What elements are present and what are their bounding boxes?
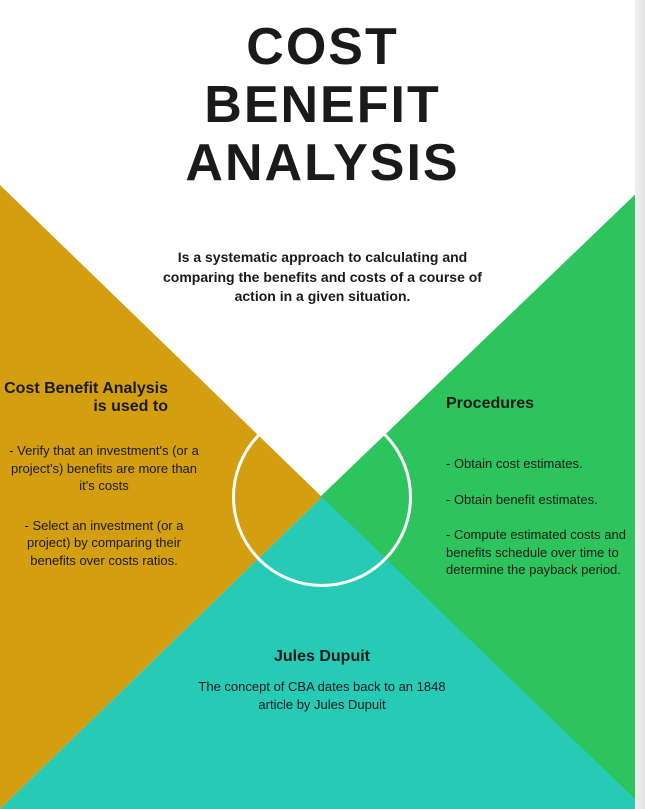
right-item-3: - Compute estimated costs and benefits s… xyxy=(446,526,626,579)
subtitle-text: Is a systematic approach to calculating … xyxy=(160,248,485,307)
bottom-text: The concept of CBA dates back to an 1848… xyxy=(192,678,452,713)
right-section: Procedures - Obtain cost estimates. - Ob… xyxy=(446,395,626,597)
right-heading: Procedures xyxy=(446,395,626,413)
title-line-1: COST xyxy=(0,18,645,76)
left-item-1: - Verify that an investment's (or a proj… xyxy=(4,442,204,495)
page-title: COST BENEFIT ANALYSIS xyxy=(0,18,645,193)
title-line-3: ANALYSIS xyxy=(0,134,645,192)
right-item-1: - Obtain cost estimates. xyxy=(446,455,626,473)
bottom-section: Jules Dupuit The concept of CBA dates ba… xyxy=(192,648,452,713)
bottom-heading: Jules Dupuit xyxy=(192,648,452,666)
left-item-2: - Select an investment (or a project) by… xyxy=(4,517,204,570)
left-heading: Cost Benefit Analysis is used to xyxy=(4,380,204,416)
center-ring xyxy=(232,407,412,587)
right-item-2: - Obtain benefit estimates. xyxy=(446,491,626,509)
left-section: Cost Benefit Analysis is used to - Verif… xyxy=(4,380,204,591)
title-line-2: BENEFIT xyxy=(0,76,645,134)
